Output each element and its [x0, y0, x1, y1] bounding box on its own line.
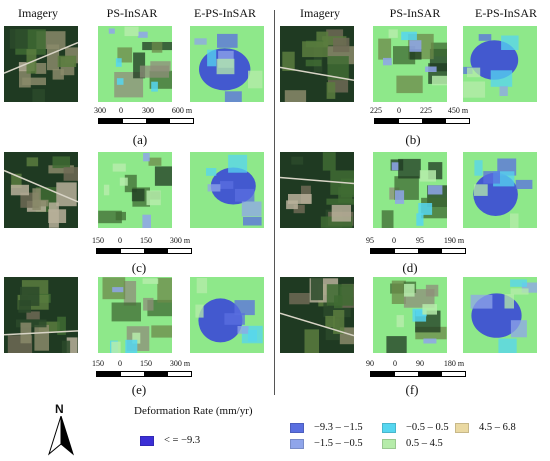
scale-bar-a: 300 0 300 600 m: [94, 106, 196, 134]
psinsar-tile-e: [98, 277, 172, 353]
panel-label-c: (c): [131, 260, 147, 275]
legend-swatch: [455, 422, 469, 433]
legend-swatch: [290, 438, 304, 449]
legend-item-6: 4.5 – 6.8: [455, 422, 516, 433]
north-arrow-icon: [48, 416, 74, 456]
scale-bar-e: 150 0 150 300 m: [92, 359, 194, 387]
header-epsinsar-left: E-PS-InSAR: [193, 6, 256, 20]
header-epsinsar-right: E-PS-InSAR: [474, 6, 537, 20]
psinsar-tile-c: [98, 152, 172, 228]
panel-label-a: (a): [132, 132, 148, 147]
legend-item-5: 0.5 – 4.5: [382, 438, 443, 449]
north-arrow: N: [48, 402, 74, 456]
header-psinsar-left: PS-InSAR: [106, 6, 158, 20]
header-imagery-right: Imagery: [300, 6, 340, 20]
psinsar-tile-b: [373, 26, 447, 102]
scale-bar-c: 150 0 150 300 m: [92, 236, 194, 264]
imagery-tile-b: [280, 26, 354, 102]
north-label: N: [55, 402, 64, 416]
panel-label-e: (e): [131, 382, 147, 397]
header-psinsar-right: PS-InSAR: [389, 6, 441, 20]
legend-item-3: −1.5 – −0.5: [290, 438, 363, 449]
psinsar-tile-f: [373, 277, 447, 353]
epsinsar-tile-d: [463, 152, 537, 228]
column-divider: [274, 10, 275, 395]
legend-swatch: [140, 435, 154, 446]
epsinsar-tile-b: [463, 26, 537, 102]
header-imagery-left: Imagery: [18, 6, 58, 20]
epsinsar-tile-a: [190, 26, 264, 102]
psinsar-tile-d: [373, 152, 447, 228]
scale-bar-d: 95 0 95 190 m: [366, 236, 468, 264]
imagery-tile-c: [4, 152, 78, 228]
legend-swatch: [290, 422, 304, 433]
psinsar-tile-a: [98, 26, 172, 102]
legend-item-1: < = −9.3: [140, 435, 200, 446]
imagery-tile-d: [280, 152, 354, 228]
legend-item-4: −0.5 – 0.5: [382, 422, 449, 433]
legend-swatch: [382, 422, 396, 433]
scale-bar-b: 225 0 225 450 m: [370, 106, 472, 134]
imagery-tile-e: [4, 277, 78, 353]
imagery-tile-a: [4, 26, 78, 102]
epsinsar-tile-e: [190, 277, 264, 353]
panel-label-f: (f): [405, 382, 419, 397]
panel-label-b: (b): [405, 132, 421, 147]
legend-swatch: [382, 438, 396, 449]
scale-bar-f: 90 0 90 180 m: [366, 359, 468, 387]
epsinsar-tile-c: [190, 152, 264, 228]
epsinsar-tile-f: [463, 277, 537, 353]
legend-title: Deformation Rate (mm/yr): [134, 405, 253, 417]
imagery-tile-f: [280, 277, 354, 353]
panel-label-d: (d): [402, 260, 418, 275]
legend-item-2: −9.3 – −1.5: [290, 422, 363, 433]
